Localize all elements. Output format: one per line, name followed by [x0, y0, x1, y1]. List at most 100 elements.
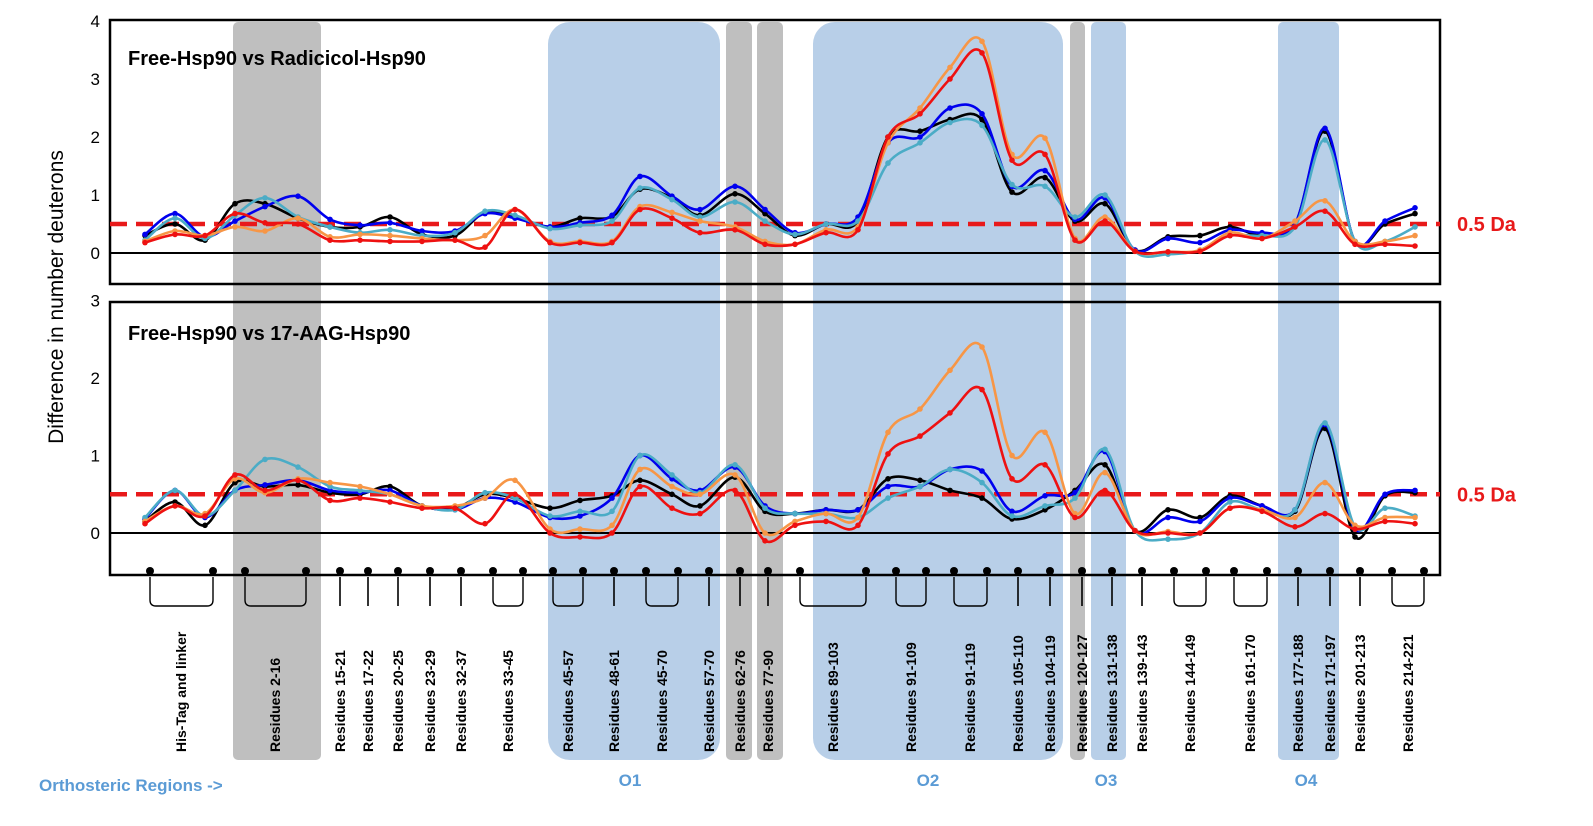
data-point — [609, 495, 615, 501]
data-point — [855, 227, 861, 233]
y-tick-label: 1 — [91, 447, 100, 466]
data-point — [577, 222, 583, 228]
residue-label: Residues 15-21 — [332, 650, 348, 752]
data-point — [947, 466, 953, 473]
data-point — [1412, 210, 1418, 217]
data-point — [1412, 243, 1418, 249]
data-point — [947, 64, 953, 71]
data-point — [327, 487, 333, 494]
data-point — [1412, 224, 1418, 230]
residue-label: Residues 33-45 — [500, 650, 516, 752]
data-point — [917, 111, 923, 117]
data-point — [1072, 214, 1078, 220]
data-point — [262, 228, 268, 234]
data-point — [262, 203, 268, 210]
data-point — [1292, 224, 1298, 230]
data-point — [1042, 503, 1048, 509]
data-point — [577, 497, 583, 504]
residue-dot — [1014, 567, 1022, 575]
residue-bracket — [799, 577, 867, 607]
data-point — [262, 220, 268, 226]
residue-label: Residues 177-188 — [1290, 634, 1306, 752]
data-point — [1322, 510, 1328, 517]
data-point — [669, 472, 675, 478]
data-point — [1227, 495, 1233, 501]
data-point — [1165, 530, 1171, 536]
data-point — [1197, 514, 1203, 521]
data-point — [947, 119, 953, 126]
residue-dot — [610, 567, 618, 575]
data-point — [762, 530, 768, 536]
data-point — [792, 518, 798, 525]
data-point — [202, 522, 208, 529]
data-point — [1227, 505, 1233, 512]
data-point — [1165, 536, 1171, 542]
data-point — [1042, 507, 1048, 513]
residue-dot — [1230, 567, 1238, 575]
data-point — [792, 510, 798, 517]
data-point — [609, 239, 615, 246]
residue-bracket — [492, 577, 524, 607]
data-point — [1259, 508, 1265, 515]
residue-dot — [241, 567, 249, 575]
data-point — [142, 514, 148, 521]
data-point — [387, 232, 393, 239]
data-point — [1009, 157, 1015, 163]
data-point — [885, 429, 891, 436]
data-point — [202, 513, 208, 519]
data-point — [637, 483, 643, 490]
residue-dot — [1108, 567, 1116, 575]
data-point — [232, 476, 238, 482]
data-point — [577, 526, 583, 532]
data-point — [697, 214, 703, 220]
data-point — [357, 495, 363, 501]
data-point — [1197, 232, 1203, 239]
data-point — [1009, 476, 1015, 482]
gray-band-residues-62-76 — [726, 22, 752, 760]
data-point — [1197, 239, 1203, 246]
top-panel-frame — [108, 18, 1442, 286]
data-point — [232, 472, 238, 478]
residue-dot — [1388, 567, 1396, 575]
data-point — [855, 522, 861, 529]
data-point — [452, 505, 458, 512]
data-point — [295, 221, 301, 227]
y-tick-label: 3 — [91, 292, 100, 311]
data-point — [1102, 469, 1108, 476]
data-point — [792, 522, 798, 529]
data-point — [327, 237, 333, 243]
data-point — [947, 487, 953, 494]
residue-bracket — [895, 577, 927, 607]
data-point — [1412, 514, 1418, 521]
data-point — [917, 483, 923, 490]
data-point — [732, 472, 738, 478]
data-point — [637, 477, 643, 484]
data-point — [387, 227, 393, 233]
data-point — [295, 482, 301, 488]
data-point — [762, 218, 768, 224]
data-point — [979, 386, 985, 393]
data-point — [387, 487, 393, 494]
data-point — [1009, 508, 1015, 515]
residue-dot — [457, 567, 465, 575]
data-point — [609, 508, 615, 515]
data-point — [1227, 232, 1233, 239]
data-point — [1382, 491, 1388, 498]
data-point — [917, 105, 923, 111]
data-point — [823, 229, 829, 236]
data-point — [1009, 452, 1015, 459]
data-point — [482, 244, 488, 250]
data-point — [979, 479, 985, 486]
threshold-label: 0.5 Da — [1457, 214, 1517, 236]
data-point — [1322, 137, 1328, 143]
data-point — [947, 76, 953, 82]
data-point — [295, 193, 301, 199]
residue-dot — [950, 567, 958, 575]
data-point — [637, 452, 643, 459]
data-point — [697, 206, 703, 213]
y-tick-label: 2 — [91, 128, 100, 147]
residue-label: Residues 2-16 — [267, 658, 283, 752]
data-point — [452, 237, 458, 243]
data-point — [1165, 514, 1171, 521]
data-point — [1042, 183, 1048, 190]
